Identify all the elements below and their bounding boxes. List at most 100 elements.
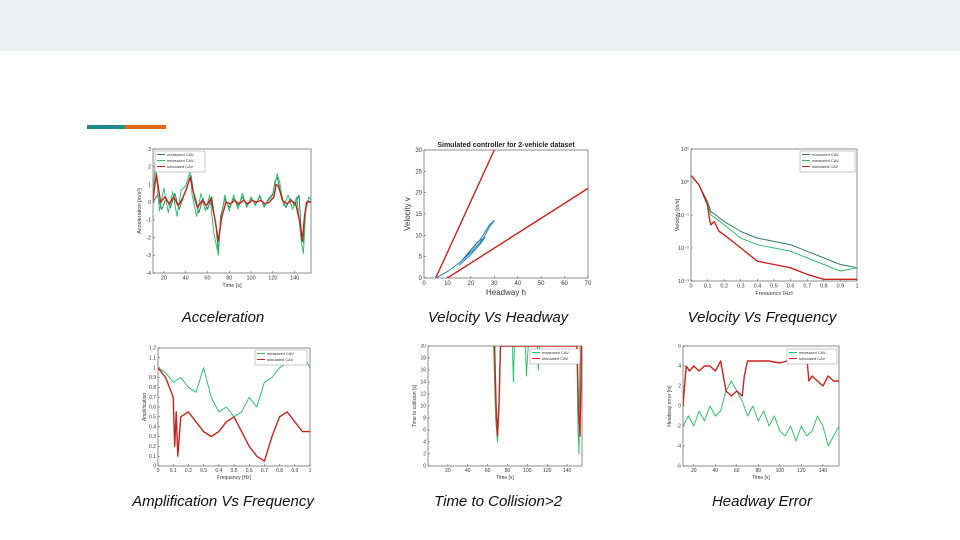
plot-area — [157, 347, 311, 467]
series-line-2 — [153, 162, 311, 256]
headway-error-chart: 20 40 60 80 100 120 140 -6 -4 -2 0 2 4 6 Time [s] Headw… — [665, 344, 843, 482]
velocity-frequency-chart: 0 0.1 0.2 0.3 0.4 0.5 0.6 0.7 0.8 0.9 1 10⁻³ 10⁻² 10⁻… — [665, 145, 860, 295]
plot-area — [427, 345, 583, 467]
x-tick-label: 20 — [468, 281, 475, 287]
series-group — [435, 150, 588, 278]
y-tick-label: 5 — [419, 255, 423, 261]
y-tick-label: 1 — [153, 365, 156, 371]
x-tick-label: 0.8 — [820, 284, 828, 290]
series-group — [493, 346, 582, 455]
y-tick-label: 12 — [420, 392, 426, 398]
legend-entry: measured CAV — [267, 351, 294, 356]
x-axis-label: Time [s] — [496, 475, 514, 481]
y-tick-label: 16 — [420, 368, 426, 374]
caption-velocity-headway: Velocity Vs Headway — [427, 309, 569, 326]
caption-ttc: Time to Collision>2 — [434, 493, 562, 510]
y-tick-label: 0 — [148, 200, 151, 206]
x-tick-label: 1 — [309, 468, 312, 474]
x-axis-label: Time [s] — [222, 283, 242, 289]
y-tick-label: 2 — [678, 384, 681, 390]
header-band — [0, 0, 960, 51]
y-tick-label: 0 — [419, 276, 423, 282]
x-tick-label: 60 — [734, 468, 740, 474]
y-tick-label: 1.1 — [149, 356, 156, 362]
x-tick-label: 0.3 — [200, 468, 207, 474]
x-tick-label: 0.5 — [231, 468, 238, 474]
amplification-frequency-chart: 0 0.1 0.2 0.3 0.4 0.5 0.6 0.7 0.8 0.9 1 0 0.1 0.2 0.3 0… — [140, 344, 315, 484]
legend-box — [154, 150, 206, 173]
series-group — [153, 162, 311, 256]
ttc-plot: 20 40 60 80 100 120 140 0 2 4 6 8 10 12 14 16 18 20 Time [… — [412, 344, 583, 481]
y-tick-label: 30 — [415, 148, 422, 154]
accent-bar-teal — [87, 125, 125, 129]
legend-box — [529, 348, 581, 365]
he-plot: 20 40 60 80 100 120 140 -6 -4 -2 0 2 4 6 Time [s] Headw… — [667, 344, 840, 481]
y-tick-label: 10⁻² — [678, 246, 689, 252]
y-tick-label: 1.2 — [149, 346, 156, 352]
acceleration-chart: 20 40 60 80 100 120 140 -4 -3 -2 -1 0 1 2 3 Time [s] Acc… — [133, 145, 315, 290]
y-tick-label: 0.9 — [149, 375, 156, 381]
legend-box — [254, 349, 308, 366]
x-tick-label: 80 — [505, 468, 511, 474]
x-tick-label: 60 — [204, 276, 210, 282]
legend-entry: measured CAV — [167, 152, 194, 157]
x-tick-label: 30 — [491, 281, 498, 287]
x-tick-label: 40 — [514, 281, 521, 287]
y-axis-label: Time to collision [s] — [412, 384, 418, 427]
y-tick-label: -2 — [677, 424, 682, 430]
caption-acceleration: Acceleration — [181, 309, 265, 326]
plot-area — [690, 148, 858, 282]
series-group — [691, 174, 857, 281]
x-tick-label: 0.3 — [737, 284, 745, 290]
y-tick-label: 20 — [415, 191, 422, 197]
y-tick-label: -4 — [146, 271, 151, 277]
x-tick-label: 40 — [712, 468, 718, 474]
x-tick-label: 20 — [445, 468, 451, 474]
y-tick-label: 1 — [148, 182, 151, 188]
x-tick-label: 0.9 — [291, 468, 298, 474]
y-tick-label: 2 — [423, 452, 426, 458]
x-tick-label: 140 — [819, 468, 828, 474]
x-tick-label: 120 — [797, 468, 806, 474]
legend-entry: simulated CAV — [812, 164, 838, 169]
x-tick-label: 100 — [523, 468, 532, 474]
x-axis-label: Frequency [Hz] — [217, 475, 252, 481]
x-tick-label: 70 — [585, 281, 592, 287]
y-tick-label: -6 — [677, 464, 682, 470]
y-tick-label: 0.7 — [149, 395, 156, 401]
x-tick-label: 0.4 — [215, 468, 222, 474]
velocity-headway-chart-svg: Simulated controller for 2-vehicle datas… — [403, 142, 592, 297]
series-line-3 — [691, 174, 857, 281]
x-tick-label: 0 — [422, 281, 426, 287]
y-tick-label: -1 — [146, 218, 151, 224]
x-tick-label: 120 — [268, 276, 277, 282]
series-line-1 — [691, 175, 857, 269]
acceleration-chart-svg: 20 40 60 80 100 120 140 -4 -3 -2 -1 0 1 2 3 Time [s] Acc… — [137, 147, 312, 289]
legend-box — [786, 348, 838, 365]
x-tick-label: 20 — [691, 468, 697, 474]
y-axis-label: Acceleration [m/s²] — [137, 188, 143, 234]
legend-entry: measured CAV — [167, 158, 194, 163]
y-tick-label: 0.3 — [149, 434, 156, 440]
series-line-2 — [447, 187, 588, 278]
x-tick-label: 80 — [226, 276, 232, 282]
caption-headway-error: Headway Error — [711, 493, 813, 510]
accent-bar-orange — [125, 125, 166, 129]
vf-plot: 0 0.1 0.2 0.3 0.4 0.5 0.6 0.7 0.8 0.9 1 10⁻³ 10⁻² 10⁻… — [675, 147, 859, 295]
chart-title: Simulated controller for 2-vehicle datas… — [437, 142, 575, 149]
ttc-chart: 20 40 60 80 100 120 140 0 2 4 6 8 10 12 14 16 18 20 Time [… — [408, 344, 586, 484]
x-tick-label: 0.6 — [787, 284, 795, 290]
plot-area — [423, 149, 589, 279]
y-axis-label: Velocity v — [403, 197, 412, 231]
y-tick-label: 8 — [423, 416, 426, 422]
acc-plot: 20 40 60 80 100 120 140 -4 -3 -2 -1 0 1 2 3 Time [s] Acc… — [137, 147, 312, 289]
series-line-2 — [493, 346, 582, 437]
series-line-2 — [683, 355, 839, 407]
series-line-1 — [683, 380, 839, 447]
headway-error-chart-svg: 20 40 60 80 100 120 140 -6 -4 -2 0 2 4 6 Time [s] Headw… — [667, 344, 840, 481]
ttc-chart-svg: 20 40 60 80 100 120 140 0 2 4 6 8 10 12 14 16 18 20 Time [… — [412, 344, 583, 481]
x-tick-label: 10 — [444, 281, 451, 287]
legend-entry: measured CAV — [812, 152, 839, 157]
